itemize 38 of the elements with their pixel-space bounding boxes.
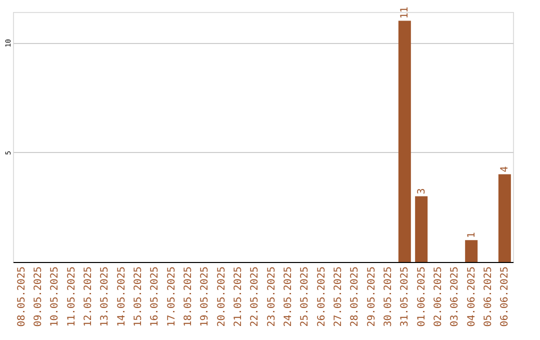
x-tick-label: 22.05.2025 bbox=[250, 266, 261, 327]
data-label: 3 bbox=[416, 188, 428, 194]
x-tick-label: 24.05.2025 bbox=[283, 266, 294, 327]
x-tick-label: 18.05.2025 bbox=[183, 266, 194, 327]
x-tick-label: 02.06.2025 bbox=[433, 266, 444, 327]
x-tick-label: 01.06.2025 bbox=[416, 266, 428, 327]
x-tick-label: 20.05.2025 bbox=[216, 266, 228, 327]
x-tick-label: 23.05.2025 bbox=[266, 266, 278, 327]
x-tick-label: 19.05.2025 bbox=[200, 266, 211, 327]
data-label: 1 bbox=[466, 232, 478, 238]
bar bbox=[465, 240, 478, 262]
x-tick-label: 03.06.2025 bbox=[450, 266, 461, 327]
x-tick-label: 09.05.2025 bbox=[33, 266, 44, 327]
x-tick-label: 28.05.2025 bbox=[350, 266, 361, 327]
x-tick-label: 30.05.2025 bbox=[383, 266, 394, 327]
x-tick-label: 31.05.2025 bbox=[400, 266, 411, 327]
x-tick-label: 16.05.2025 bbox=[150, 266, 161, 327]
x-tick-label: 04.06.2025 bbox=[466, 266, 478, 327]
x-tick-label: 21.05.2025 bbox=[233, 266, 244, 327]
x-tick-label: 25.05.2025 bbox=[300, 266, 311, 327]
x-tick-label: 05.06.2025 bbox=[483, 266, 494, 327]
bar bbox=[398, 20, 411, 262]
x-tick-label: 10.05.2025 bbox=[50, 266, 61, 327]
data-label: 4 bbox=[500, 166, 511, 172]
x-tick-label: 11.05.2025 bbox=[66, 266, 78, 327]
x-tick-label: 08.05.2025 bbox=[16, 266, 28, 327]
x-tick-label: 27.05.2025 bbox=[333, 266, 344, 327]
bar bbox=[415, 196, 428, 262]
x-tick-label: 12.05.2025 bbox=[83, 266, 94, 327]
x-tick-label: 29.05.2025 bbox=[366, 266, 378, 327]
x-tick-label: 13.05.2025 bbox=[100, 266, 111, 327]
data-label: 11 bbox=[400, 6, 411, 19]
x-tick-label: 14.05.2025 bbox=[116, 266, 128, 327]
x-tick-label: 26.05.2025 bbox=[316, 266, 328, 327]
x-tick-label: 15.05.2025 bbox=[133, 266, 144, 327]
bar bbox=[498, 174, 511, 262]
x-tick-label: 17.05.2025 bbox=[166, 266, 178, 327]
x-tick-label: 06.06.2025 bbox=[500, 266, 511, 327]
